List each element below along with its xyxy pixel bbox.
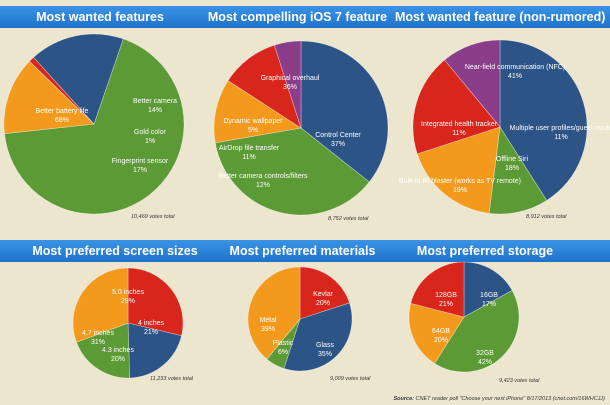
slice-label: Graphical overhaul 36% [261,75,320,91]
slice-label: Fingerprint sensor 17% [112,158,169,174]
slice-label: 128GB 21% [435,292,457,308]
slice-label: Control Center 37% [315,132,361,148]
slice-label: Built-in IR blaster (works as TV remote)… [399,178,521,194]
pie-slice [4,38,185,215]
slice-label: Multiple user profiles/guest mode 11% [510,125,610,141]
slice-label: Better battery life 68% [36,108,89,124]
slice-label: AirDrop file transfer 11% [219,145,280,161]
slice-label: Plastic 6% [273,340,294,356]
bottom-header-band [0,240,610,262]
slice-label: 64GB 20% [432,328,450,344]
pie-chart: 16GB 17% 32GB 42% 64GB 20% 128GB 21% [408,261,520,373]
pie-slice [410,261,465,318]
pie-chart: Graphical overhaul 36% Control Center 37% Be… [213,40,389,216]
pie-slice [273,40,302,129]
pie-slice [214,127,370,216]
pie-slice [463,261,513,318]
pie-slice [76,322,131,379]
slice-label: Near-field communication (NFC) 41% [465,64,565,80]
chart-title: Most preferred materials [229,244,376,258]
pie-chart: Near-field communication (NFC) 41% Multipl… [399,39,610,215]
pie-slice [283,302,353,372]
slice-label: 5.0 inches 29% [112,289,144,305]
source-label: Source: [393,396,414,402]
votes-total: 10,469 votes total [131,214,175,220]
pie-slice [72,267,129,343]
pie-slice [33,33,124,125]
slice-label: 4.7 inches 31% [82,330,114,346]
slice-label: Offline Siri 18% [496,156,529,172]
slice-label: Metal 39% [259,317,277,333]
slice-label: Dynamic wallpaper 5% [223,118,283,134]
pie-slice [3,60,95,135]
slice-label: Kevlar 20% [313,291,334,307]
slice-label: Better camera controls/filters 12% [218,173,308,189]
pie-slice [247,266,301,360]
pie-chart: Better battery life 68% Better camera 14% Go… [3,33,185,215]
pie-chart: Kevlar 20% Glass 35% Plastic 6% Metal 39% [247,266,353,372]
votes-total: 8,912 votes total [526,214,567,220]
chart-title: Most wanted feature (non-rumored) [395,10,606,24]
slice-label: 16GB 17% [480,292,498,308]
pie-slice [127,267,184,337]
pie-slice [299,266,350,320]
slice-label: Integrated health tracker 11% [421,121,498,137]
slice-label: 4 inches 21% [138,320,165,336]
slice-label: Glass 35% [316,342,334,358]
pie-slice [213,80,302,144]
pie-slice [444,39,501,128]
pie-slice [416,126,501,214]
chart-title: Most preferred screen sizes [32,244,198,258]
pie-slice [499,39,588,201]
pie-slice [127,322,182,379]
source-note: Source: CNET reader poll "Choose your ne… [394,396,605,402]
pie-slice [408,302,465,364]
slice-label: 32GB 42% [476,350,494,366]
votes-total: 11,233 votes total [150,376,194,382]
source-text: CNET reader poll "Choose your next iPhon… [415,396,605,402]
chart-title: Most preferred storage [416,244,554,258]
pie-chart: 5.0 inches 29% 4 inches 21%4.3 inches 20%4.7… [72,267,184,379]
slice-label: 4.3 inches 20% [102,347,134,363]
votes-total: 9,423 votes total [499,378,540,384]
chart-title: Most wanted features [36,10,164,24]
slice-label: Better camera 14% [133,98,177,114]
pie-slice [412,59,501,155]
top-header-band [0,6,610,28]
slice-label: Gold color 1% [134,129,167,145]
votes-total: 8,752 votes total [328,216,369,222]
pie-slice [300,40,389,183]
pie-slice [434,290,520,373]
chart-title: Most compelling iOS 7 feature [207,10,388,24]
votes-total: 9,009 votes total [330,376,371,382]
